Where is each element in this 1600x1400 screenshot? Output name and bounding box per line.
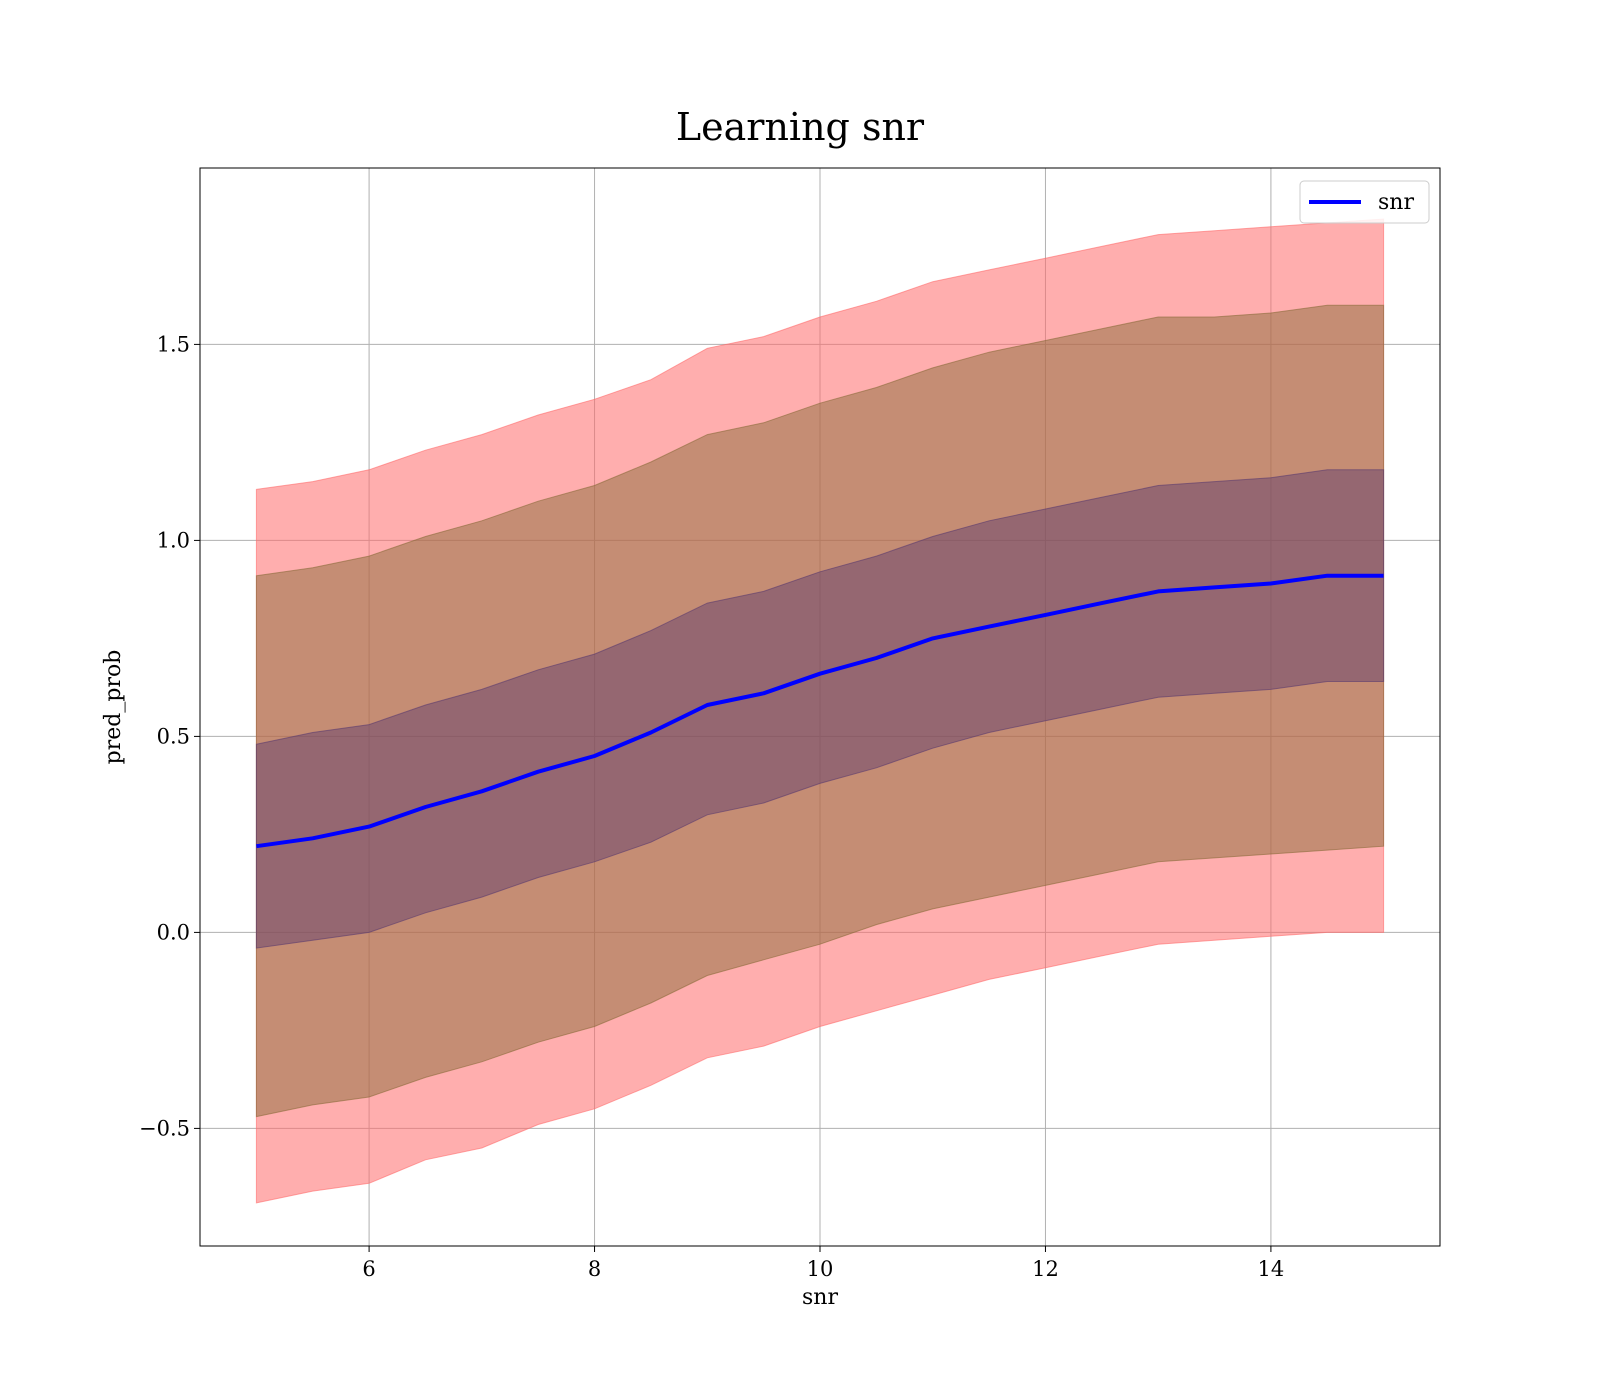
legend-box — [1299, 180, 1430, 224]
x-tick-label-4: 14 — [1258, 1257, 1285, 1281]
x-axis-ticks: 6 8 10 12 14 — [362, 1246, 1284, 1281]
y-tick-label-1: 0.0 — [157, 920, 190, 944]
y-tick-label-0: −0.5 — [139, 1116, 190, 1140]
band-middle — [255, 304, 1385, 1118]
y-axis-ticks: −0.5 0.0 0.5 1.0 1.5 — [139, 332, 200, 1140]
series-lines — [256, 573, 1384, 849]
y-tick-label-2: 0.5 — [157, 724, 190, 748]
y-tick-label-4: 1.5 — [157, 332, 190, 356]
band-inner — [255, 469, 1385, 949]
series-line-snr — [256, 573, 1384, 849]
y-tick-label-3: 1.0 — [157, 528, 190, 552]
legend-entry-snr: snr — [1378, 190, 1414, 215]
legend: snr — [1299, 180, 1430, 224]
x-tick-label-1: 8 — [588, 1257, 601, 1281]
x-tick-label-3: 12 — [1032, 1257, 1059, 1281]
confidence-bands — [255, 218, 1385, 1204]
chart-title: Learning snr — [676, 105, 925, 149]
x-tick-label-2: 10 — [807, 1257, 834, 1281]
y-axis-label: pred_prob — [101, 650, 126, 765]
x-tick-label-0: 6 — [362, 1257, 375, 1281]
x-axis-label: snr — [802, 1285, 838, 1310]
